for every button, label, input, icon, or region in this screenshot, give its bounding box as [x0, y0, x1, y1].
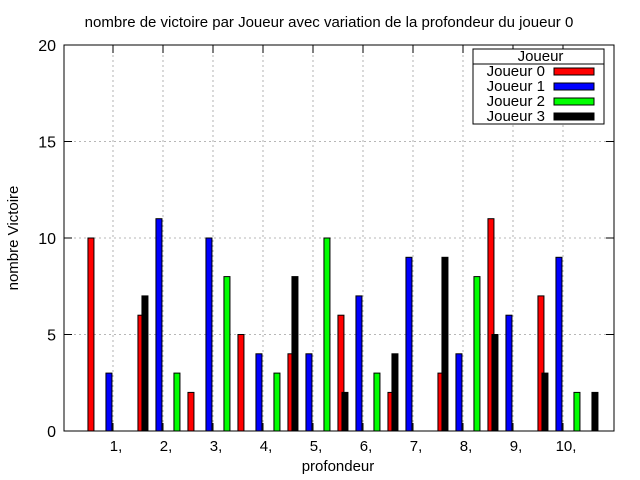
- bar-joueur-3: [291, 276, 299, 432]
- bar-joueur-2: [273, 372, 281, 432]
- bar-joueur-1: [405, 256, 413, 432]
- x-tick-label: 6,: [360, 438, 373, 455]
- x-tick-label: 10,: [556, 438, 577, 455]
- bar-joueur-3: [391, 353, 399, 432]
- bar-joueur-0: [237, 334, 245, 432]
- bar-joueur-1: [305, 353, 313, 432]
- x-tick-label: 3,: [210, 438, 223, 455]
- legend-swatch: [553, 112, 595, 121]
- x-tick-label: 8,: [460, 438, 473, 455]
- y-tick-label: 5: [47, 328, 56, 345]
- bar-joueur-2: [473, 276, 481, 432]
- y-tick-label: 10: [38, 231, 56, 248]
- x-tick-label: 2,: [160, 438, 173, 455]
- x-axis-ticks: 1, 2, 3, 4, 5, 6, 7, 8, 9, 10,: [110, 45, 577, 455]
- bar-joueur-3: [591, 391, 599, 432]
- bar-joueur-3: [341, 391, 349, 432]
- x-tick-label: 9,: [510, 438, 523, 455]
- bar-joueur-1: [255, 353, 263, 432]
- bar-joueur-0: [187, 391, 195, 432]
- bar-joueur-1: [355, 295, 363, 432]
- x-tick-label: 1,: [110, 438, 123, 455]
- x-tick-label: 5,: [310, 438, 323, 455]
- legend-swatch: [553, 82, 595, 91]
- bar-joueur-1: [505, 314, 513, 432]
- x-tick-label: 4,: [260, 438, 273, 455]
- legend-title: Joueur: [518, 48, 564, 65]
- bar-joueur-1: [555, 256, 563, 432]
- bar-joueur-1: [155, 218, 163, 432]
- legend-swatch: [553, 97, 595, 106]
- y-tick-label: 0: [47, 424, 56, 441]
- bar-joueur-2: [223, 276, 231, 432]
- bar-joueur-3: [541, 372, 549, 432]
- legend-label: Joueur 1: [487, 78, 545, 95]
- bar-joueur-2: [323, 237, 331, 432]
- bar-joueur-2: [573, 391, 581, 432]
- legend-label: Joueur 2: [487, 93, 545, 110]
- y-axis-label: nombre Victoire: [5, 186, 22, 291]
- x-tick-label: 7,: [410, 438, 423, 455]
- bar-joueur-0: [87, 237, 95, 432]
- legend-label: Joueur 3: [487, 108, 545, 125]
- bar-joueur-1: [205, 237, 213, 432]
- bar-joueur-3: [441, 256, 449, 432]
- legend-swatch: [553, 67, 595, 76]
- legend-label: Joueur 0: [487, 63, 545, 80]
- bar-joueur-3: [141, 295, 149, 432]
- y-tick-label: 20: [38, 38, 56, 55]
- x-axis-label: profondeur: [302, 458, 375, 475]
- y-tick-label: 15: [38, 135, 56, 152]
- bar-joueur-2: [373, 372, 381, 432]
- bar-joueur-3: [491, 334, 499, 432]
- bar-joueur-2: [173, 372, 181, 432]
- bars: [87, 218, 599, 432]
- bar-joueur-1: [455, 353, 463, 432]
- bar-joueur-1: [105, 372, 113, 432]
- chart-title: nombre de victoire par Joueur avec varia…: [85, 14, 574, 31]
- y-axis-ticks: 0 5 10 15 20: [38, 38, 614, 441]
